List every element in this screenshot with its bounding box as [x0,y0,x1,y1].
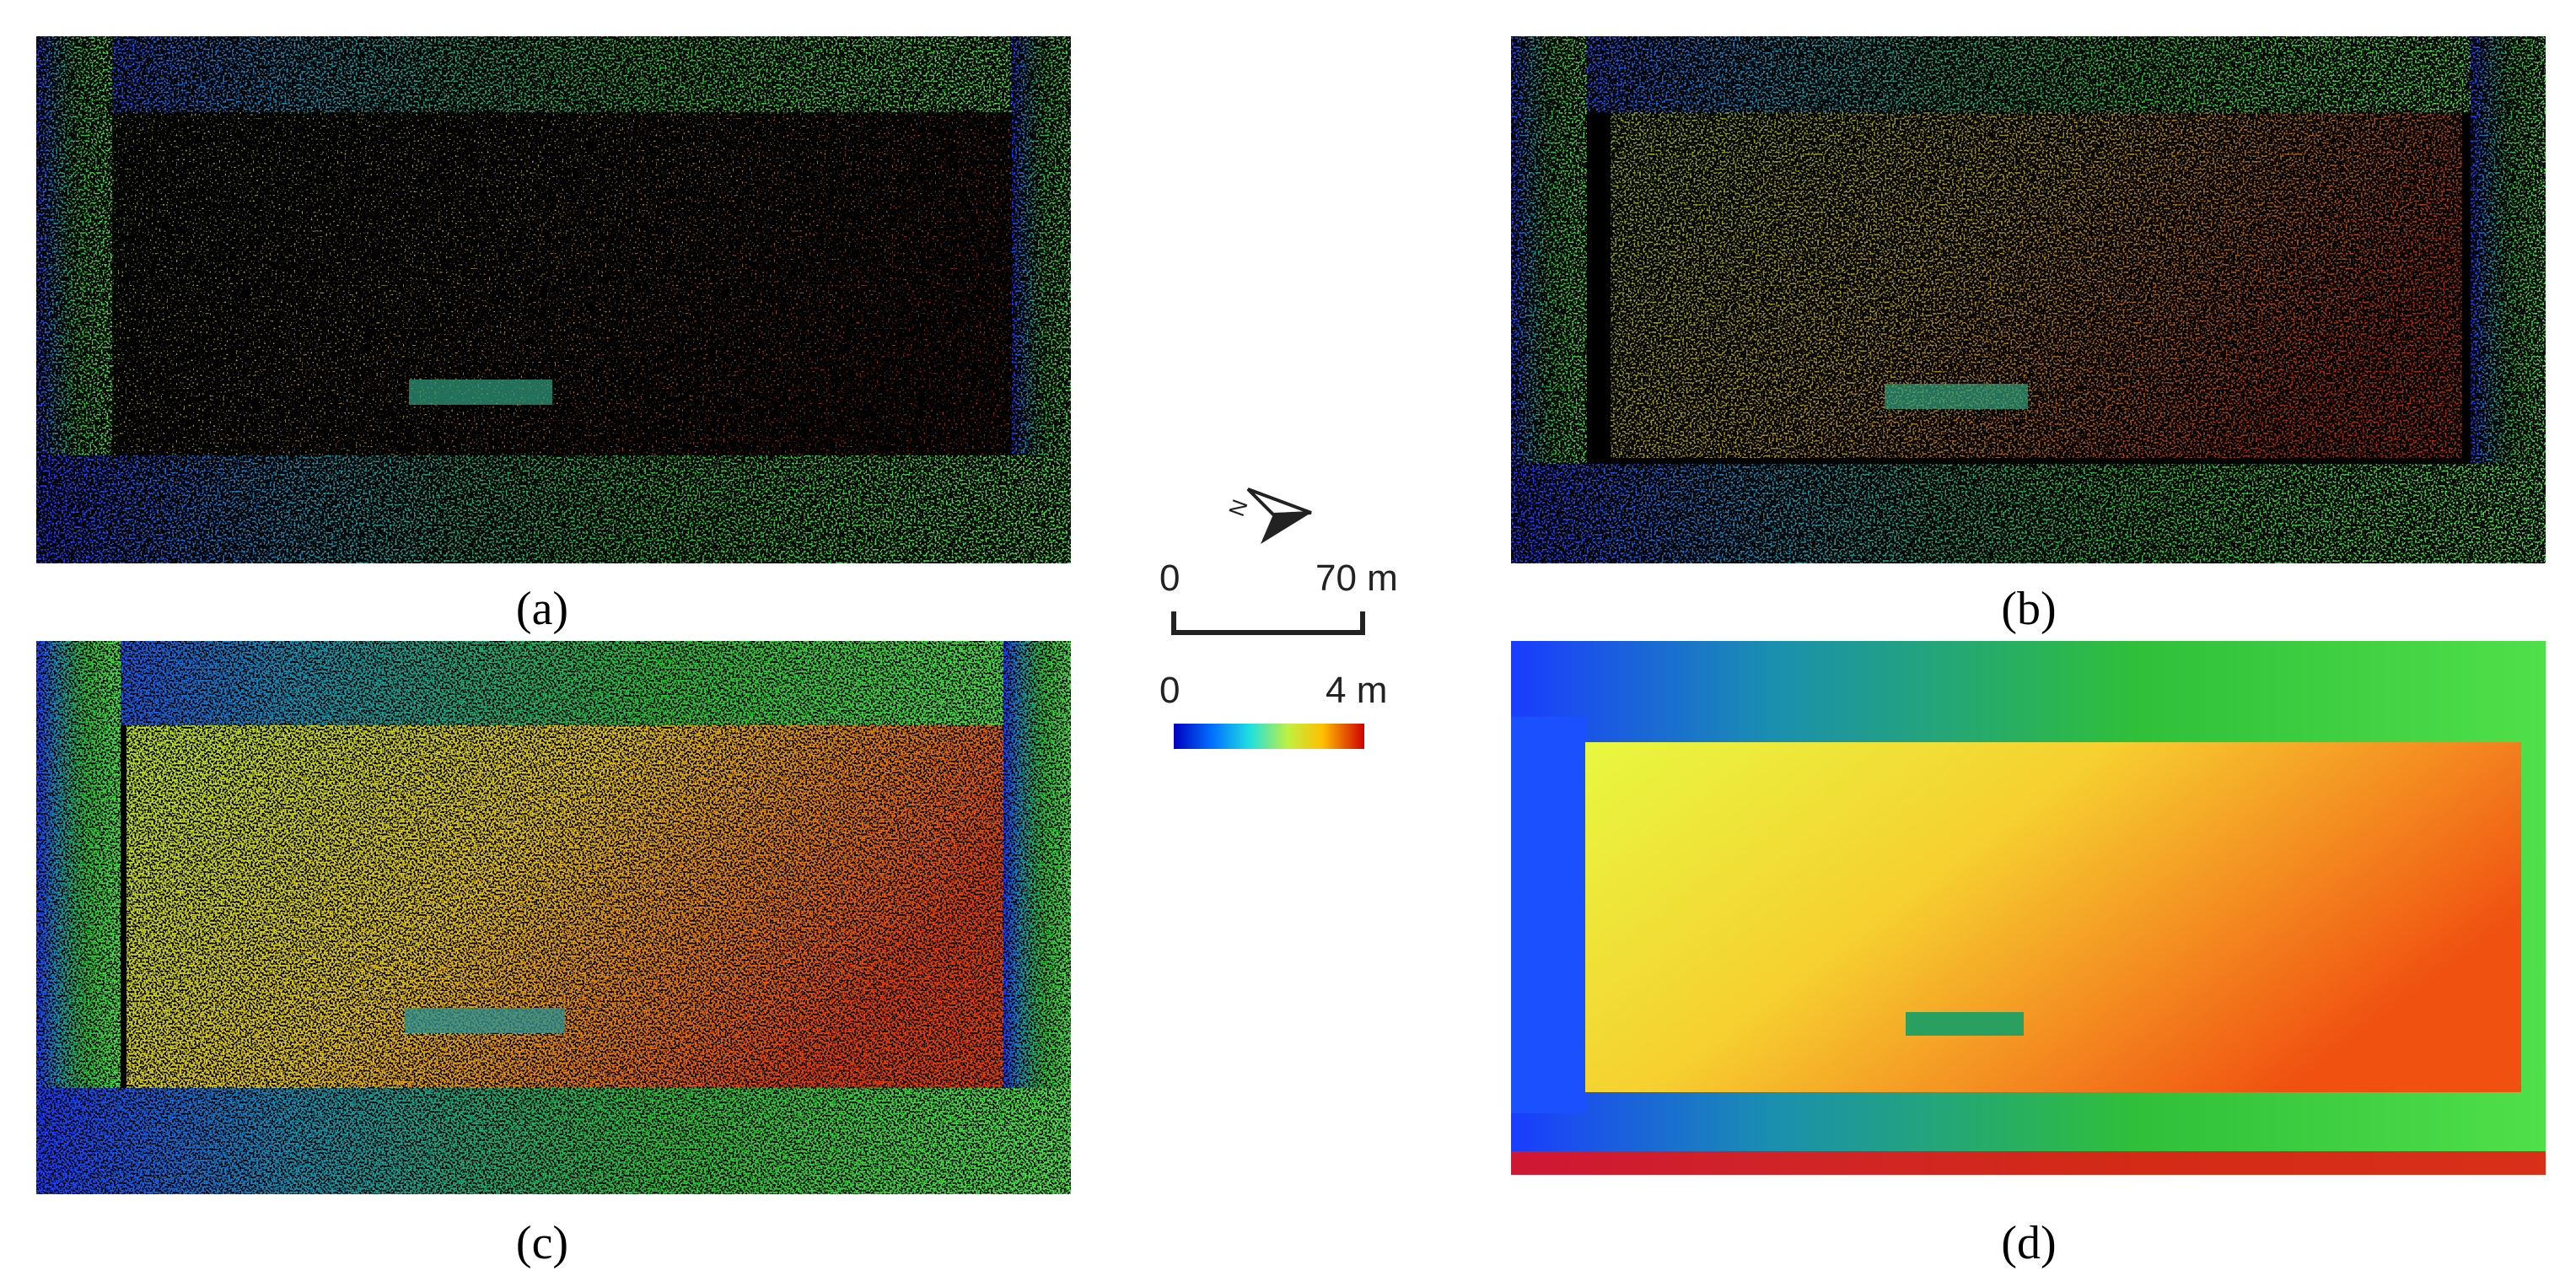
panel-b-image [1511,36,2546,563]
scale-start: 0 [1159,557,1180,599]
panel-label: (d) [2001,1217,2056,1269]
panel-label: (a) [516,583,568,635]
panel-c-image [36,641,1071,1194]
north-arrow: N [1223,487,1312,544]
colorbar [1174,724,1364,749]
colorbar-start: 0 [1159,670,1180,711]
panel-label: (b) [2001,583,2056,635]
scale-end: 70 m [1315,557,1398,599]
north-label: N [1223,496,1253,520]
panel-d-image [1511,641,2546,1175]
panel-label: (c) [516,1217,568,1269]
colorbar-end: 4 m [1326,670,1387,711]
scale-bar [1171,611,1365,635]
panel-a-image [36,36,1071,563]
